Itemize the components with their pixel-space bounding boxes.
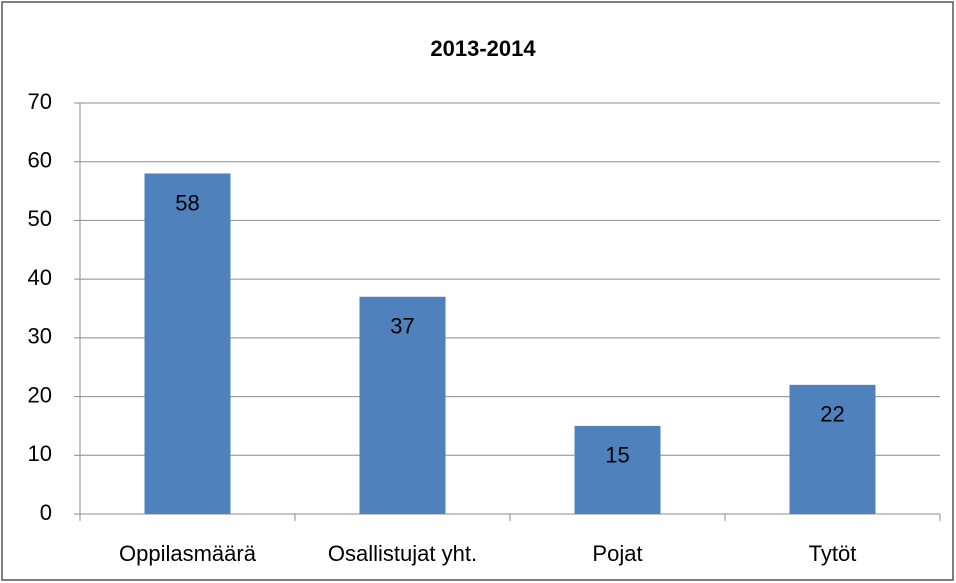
y-tick-label: 60	[28, 148, 52, 173]
y-tick-label: 20	[28, 382, 52, 407]
bar	[574, 425, 661, 514]
x-tick-label: Osallistujat yht.	[328, 541, 477, 566]
x-tick-label: Oppilasmäärä	[119, 541, 257, 566]
data-label: 58	[175, 190, 199, 215]
y-tick-label: 50	[28, 206, 52, 231]
bar	[359, 296, 446, 514]
bar	[144, 173, 231, 514]
chart-title: 2013-2014	[430, 36, 536, 61]
bar	[789, 384, 876, 514]
y-tick-label: 40	[28, 265, 52, 290]
y-tick-label: 0	[40, 500, 52, 525]
y-tick-label: 10	[28, 441, 52, 466]
data-label: 15	[605, 443, 629, 468]
y-tick-label: 70	[28, 89, 52, 114]
data-label: 22	[820, 402, 844, 427]
x-tick-label: Pojat	[592, 541, 642, 566]
data-label: 37	[390, 314, 414, 339]
x-tick-label: Tytöt	[809, 541, 857, 566]
y-tick-label: 30	[28, 324, 52, 349]
